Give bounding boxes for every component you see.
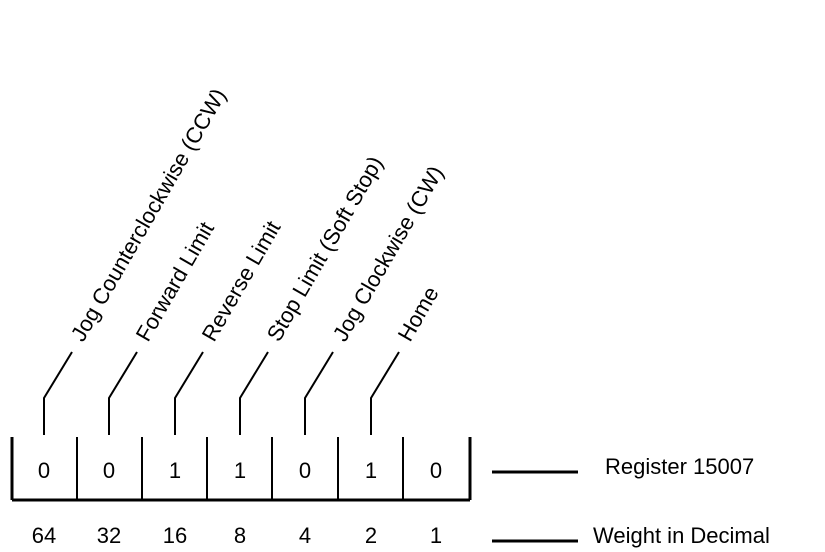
callout-line — [108, 351, 138, 435]
weight-value: 16 — [163, 523, 187, 548]
weight-value: 4 — [299, 523, 311, 548]
callout-line — [239, 351, 269, 435]
bit-labels: Jog Counterclockwise (CCW) Forward Limit… — [66, 84, 449, 345]
callout-line — [304, 351, 334, 435]
bit-value: 0 — [103, 458, 115, 483]
bit-value: 1 — [234, 458, 246, 483]
weight-value: 64 — [32, 523, 56, 548]
weight-value: 8 — [234, 523, 246, 548]
bit-value: 0 — [430, 458, 442, 483]
weight-values: 64 32 16 8 4 2 1 — [32, 523, 442, 548]
register-box — [10, 437, 472, 502]
weight-label: Weight in Decimal — [593, 523, 770, 548]
bit-values: 0 0 1 1 0 1 0 — [38, 458, 442, 483]
bit-label-home: Home — [393, 282, 444, 345]
weight-value: 2 — [365, 523, 377, 548]
callout-line — [174, 351, 204, 435]
bit-label-stop-limit: Stop Limit (Soft Stop) — [262, 152, 388, 346]
register-label: Register 15007 — [605, 454, 754, 479]
weight-value: 32 — [97, 523, 121, 548]
bit-value: 0 — [38, 458, 50, 483]
callout-lines — [43, 351, 400, 435]
bit-value: 1 — [169, 458, 181, 483]
weight-value: 1 — [430, 523, 442, 548]
callout-line — [370, 351, 400, 435]
bit-value: 0 — [299, 458, 311, 483]
bit-value: 1 — [365, 458, 377, 483]
callout-line — [43, 351, 73, 435]
